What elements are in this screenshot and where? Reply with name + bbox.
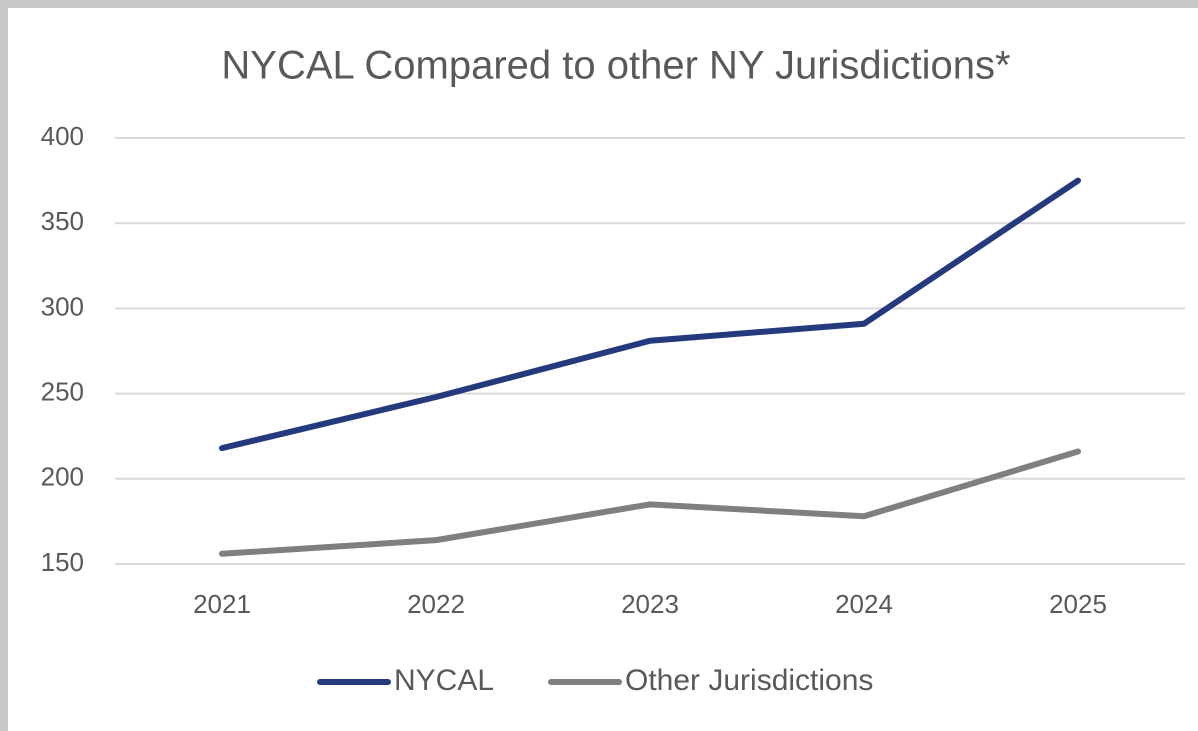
x-tick-label: 2023: [621, 589, 679, 619]
x-tick-label: 2021: [193, 589, 251, 619]
x-tick-label: 2024: [835, 589, 893, 619]
legend-label: Other Jurisdictions: [625, 664, 873, 697]
chart-title: NYCAL Compared to other NY Jurisdictions…: [221, 44, 1010, 88]
x-tick-label: 2025: [1049, 589, 1107, 619]
y-tick-label: 350: [41, 206, 84, 236]
y-tick-label: 250: [41, 376, 84, 406]
x-tick-label: 2022: [407, 589, 465, 619]
y-tick-label: 150: [41, 547, 84, 577]
y-tick-label: 400: [41, 121, 84, 151]
legend-label: NYCAL: [394, 664, 494, 697]
y-tick-label: 200: [41, 462, 84, 492]
series-line: [219, 448, 1081, 557]
series-line: [219, 177, 1081, 452]
chart-area: [8, 8, 1198, 731]
y-tick-label: 300: [41, 291, 84, 321]
